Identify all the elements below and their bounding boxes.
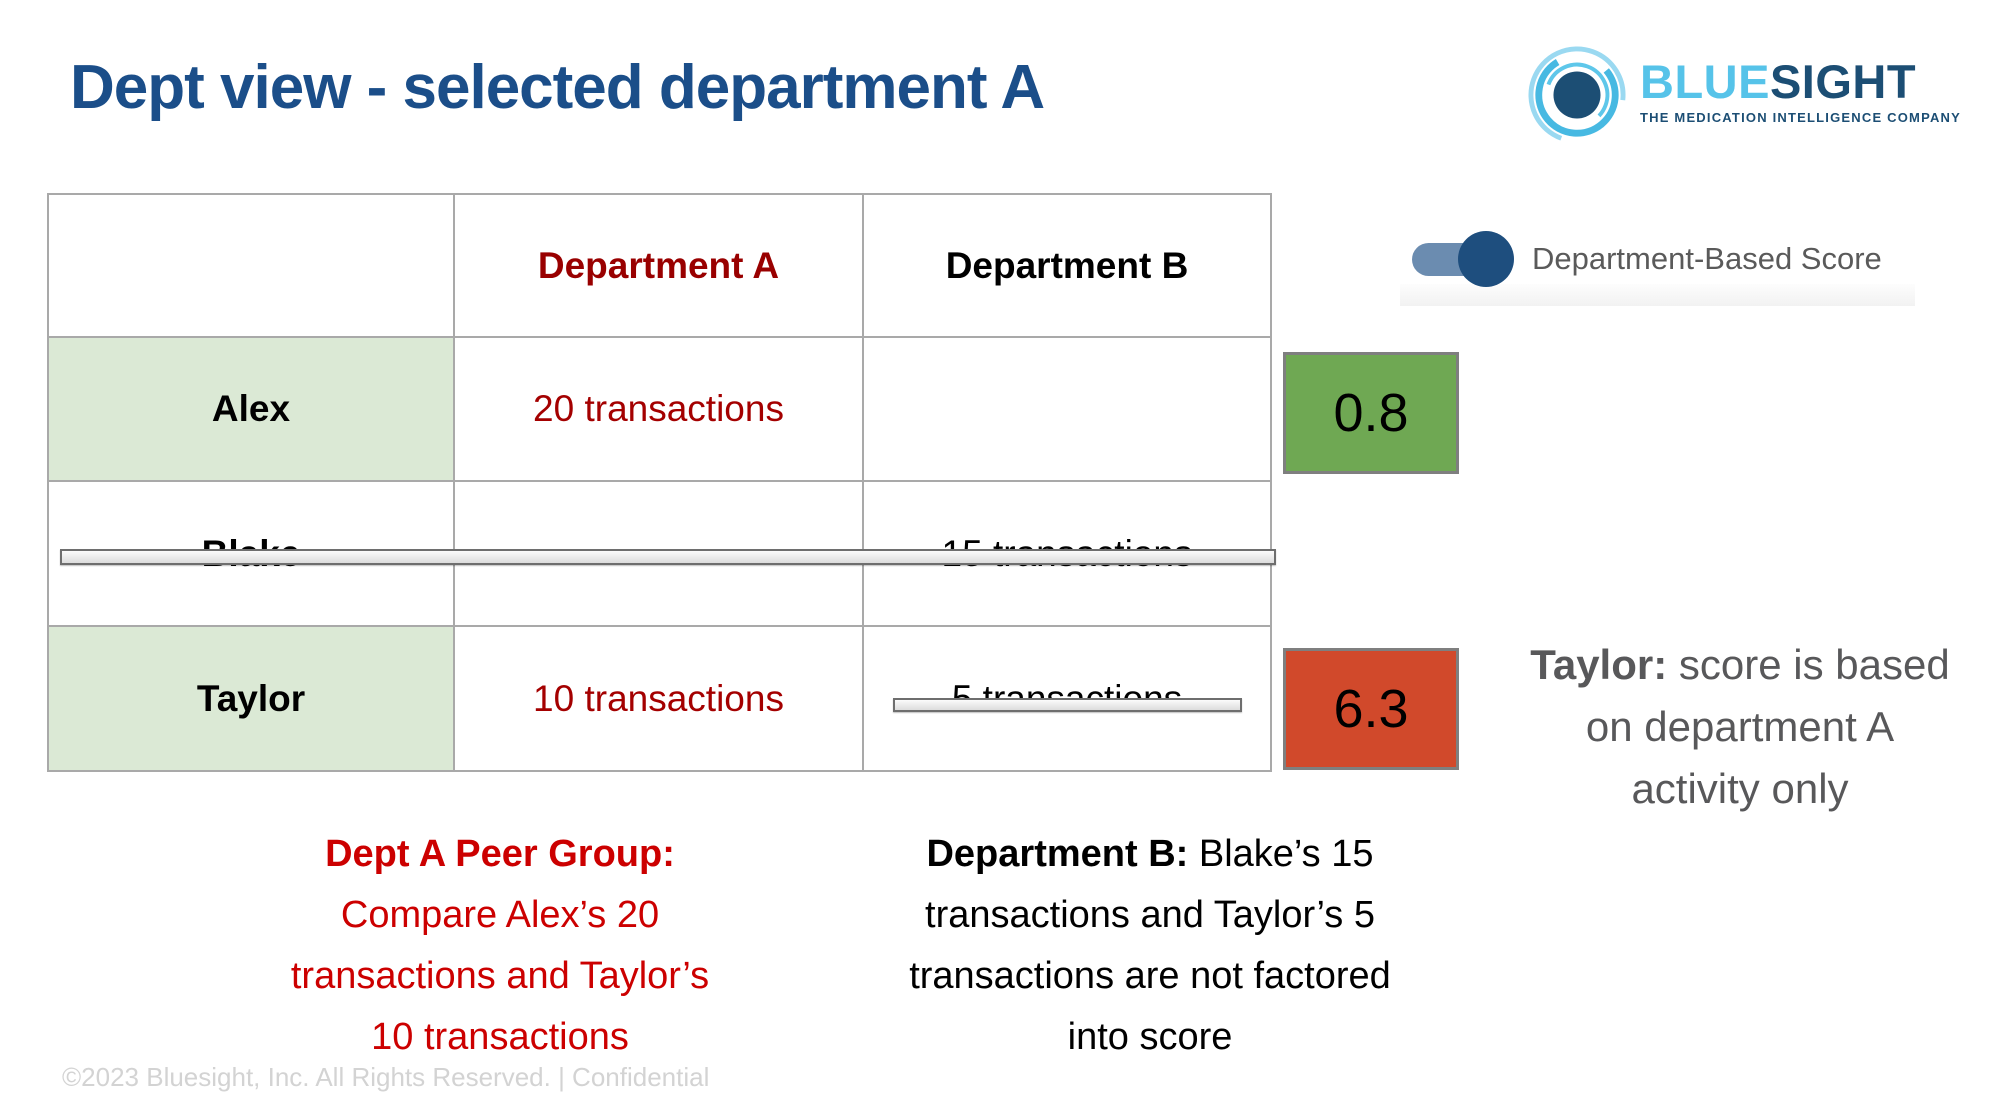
table-header-row: Department A Department B: [47, 193, 1272, 338]
peer-note-lead: Dept A Peer Group:: [325, 833, 675, 875]
department-b-note: Department B: Blake’s 15 transactions an…: [818, 824, 1482, 1068]
header-department-b: Department B: [862, 193, 1272, 338]
dept-a-peer-group-note: Dept A Peer Group: Compare Alex’s 20 tra…: [200, 824, 800, 1068]
score-value-taylor: 6.3: [1333, 679, 1409, 739]
deptb-note-line2: transactions and Taylor’s 5: [925, 894, 1375, 936]
row-name-taylor: Taylor: [47, 625, 455, 772]
bluesight-logo-icon: [1528, 46, 1626, 142]
taylor-note-line2: on department A: [1585, 703, 1895, 750]
deptb-note-line1: Blake’s 15: [1188, 833, 1374, 875]
alex-dept-b-value: [862, 336, 1272, 482]
department-based-score-toggle[interactable]: [1412, 229, 1516, 289]
toggle-knob: [1458, 231, 1514, 287]
toggle-background-strip: [1400, 284, 1915, 306]
logo-word-blue: BLUE: [1640, 55, 1770, 108]
bluesight-wordmark: BLUESIGHT: [1640, 58, 1961, 105]
strikethrough-bar-taylor-dept-b: [893, 698, 1242, 712]
toggle-label: Department-Based Score: [1532, 241, 1882, 276]
department-transactions-table: Department A Department B Alex 20 transa…: [47, 193, 1272, 772]
row-name-alex: Alex: [47, 336, 455, 482]
bluesight-logo: BLUESIGHT THE MEDICATION INTELLIGENCE CO…: [1528, 44, 1961, 142]
score-badge-taylor: 6.3: [1283, 648, 1459, 770]
taylor-note-line3: activity only: [1631, 765, 1849, 812]
score-value-alex: 0.8: [1333, 383, 1409, 443]
taylor-note-line1: score is based: [1667, 641, 1950, 688]
deptb-note-lead: Department B:: [926, 833, 1189, 875]
copyright-footer: ©2023 Bluesight, Inc. All Rights Reserve…: [62, 1062, 710, 1092]
peer-note-line2: Compare Alex’s 20: [340, 894, 660, 936]
alex-dept-a-value: 20 transactions: [453, 336, 864, 482]
bluesight-logo-text: BLUESIGHT THE MEDICATION INTELLIGENCE CO…: [1640, 58, 1961, 125]
taylor-note-lead: Taylor:: [1530, 641, 1668, 688]
deptb-note-line3: transactions are not factored: [909, 955, 1391, 997]
score-badge-alex: 0.8: [1283, 352, 1459, 474]
deptb-note-line4: into score: [1067, 1016, 1233, 1058]
header-blank-cell: [47, 193, 455, 338]
peer-note-line4: 10 transactions: [371, 1016, 629, 1058]
page-title: Dept view - selected department A: [70, 53, 1045, 122]
peer-note-line3: transactions and Taylor’s: [290, 955, 710, 997]
taylor-dept-a-value: 10 transactions: [453, 625, 864, 772]
header-department-a: Department A: [453, 193, 864, 338]
department-based-score-control: Department-Based Score: [1412, 229, 1882, 289]
table-row-alex: Alex 20 transactions: [47, 336, 1272, 482]
logo-tagline: THE MEDICATION INTELLIGENCE COMPANY: [1640, 110, 1962, 125]
strikethrough-bar-blake-row: [60, 549, 1276, 565]
taylor-score-note: Taylor: score is based on department A a…: [1478, 634, 2000, 820]
logo-word-sight: SIGHT: [1769, 55, 1917, 108]
